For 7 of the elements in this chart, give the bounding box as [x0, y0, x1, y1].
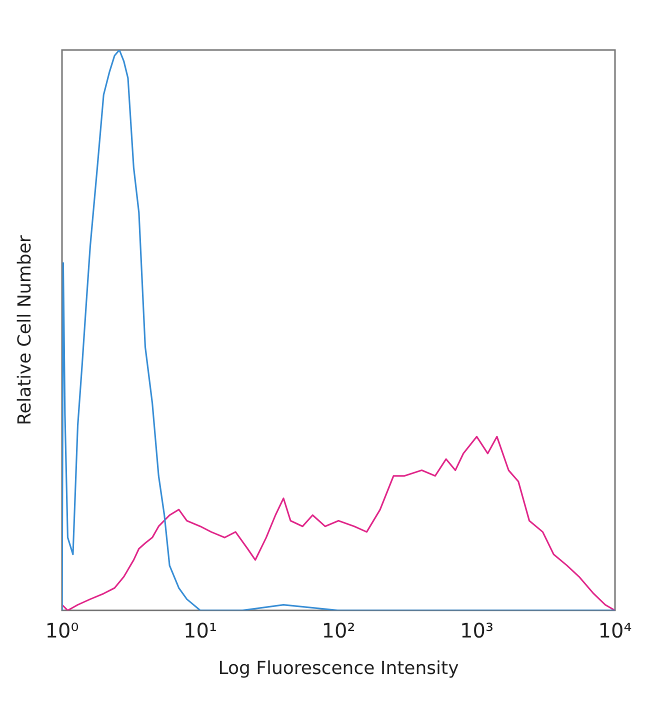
y-axis-title: Relative Cell Number	[14, 234, 36, 426]
x-tick-label: 10¹	[184, 618, 217, 643]
x-tick-label: 10³	[460, 618, 494, 643]
x-axis-title: Log Fluorescence Intensity	[218, 658, 460, 679]
x-tick-label: 10⁰	[45, 618, 79, 643]
x-tick-label: 10²	[322, 618, 356, 643]
x-tick-label: 10⁴	[598, 618, 632, 643]
